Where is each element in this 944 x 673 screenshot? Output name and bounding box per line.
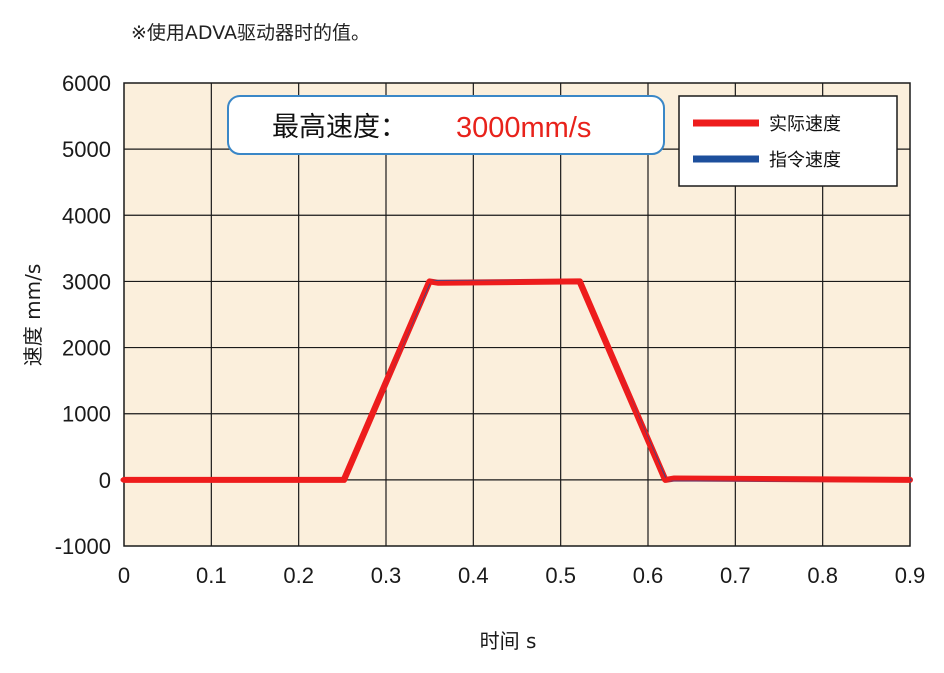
x-tick-label: 0.7 bbox=[720, 563, 751, 588]
x-tick-label: 0.9 bbox=[895, 563, 926, 588]
annotation-box bbox=[227, 95, 665, 155]
x-tick-label: 0.6 bbox=[633, 563, 664, 588]
x-tick-label: 0.4 bbox=[458, 563, 489, 588]
legend-box bbox=[678, 95, 898, 187]
annotation-label: 最高速度： bbox=[272, 112, 407, 143]
legend: 实际速度 指令速度 bbox=[678, 95, 898, 187]
series-actual-speed-overlay bbox=[120, 279, 911, 482]
y-tick-label: 5000 bbox=[62, 137, 111, 162]
y-axis-label: 速度 mm/s bbox=[21, 264, 45, 366]
annotation-value: 3000mm/s bbox=[456, 112, 591, 144]
y-tick-label: 2000 bbox=[62, 336, 111, 361]
x-tick-label: 0.5 bbox=[545, 563, 576, 588]
series-lines bbox=[120, 278, 913, 483]
legend-label-actual: 实际速度 bbox=[769, 114, 841, 135]
note-text: ※使用ADVA驱动器时的值。 bbox=[131, 22, 370, 44]
y-tick-labels: -1000 0 1000 2000 3000 4000 5000 6000 bbox=[55, 71, 111, 559]
x-axis-label: 时间 s bbox=[480, 629, 537, 653]
y-tick-label: 6000 bbox=[62, 71, 111, 96]
x-tick-labels: 0 0.1 0.2 0.3 0.4 0.5 0.6 0.7 0.8 0.9 bbox=[118, 563, 925, 588]
x-tick-label: 0 bbox=[118, 563, 130, 588]
legend-label-command: 指令速度 bbox=[769, 150, 841, 171]
y-tick-label: 1000 bbox=[62, 402, 111, 427]
y-tick-label: -1000 bbox=[55, 534, 111, 559]
y-tick-label: 0 bbox=[99, 468, 111, 493]
max-speed-annotation: 最高速度： 3000mm/s bbox=[227, 95, 665, 155]
x-tick-label: 0.3 bbox=[371, 563, 402, 588]
x-tick-label: 0.2 bbox=[283, 563, 314, 588]
x-tick-label: 0.1 bbox=[196, 563, 227, 588]
y-tick-label: 3000 bbox=[62, 269, 111, 294]
y-tick-label: 4000 bbox=[62, 203, 111, 228]
x-tick-label: 0.8 bbox=[807, 563, 838, 588]
